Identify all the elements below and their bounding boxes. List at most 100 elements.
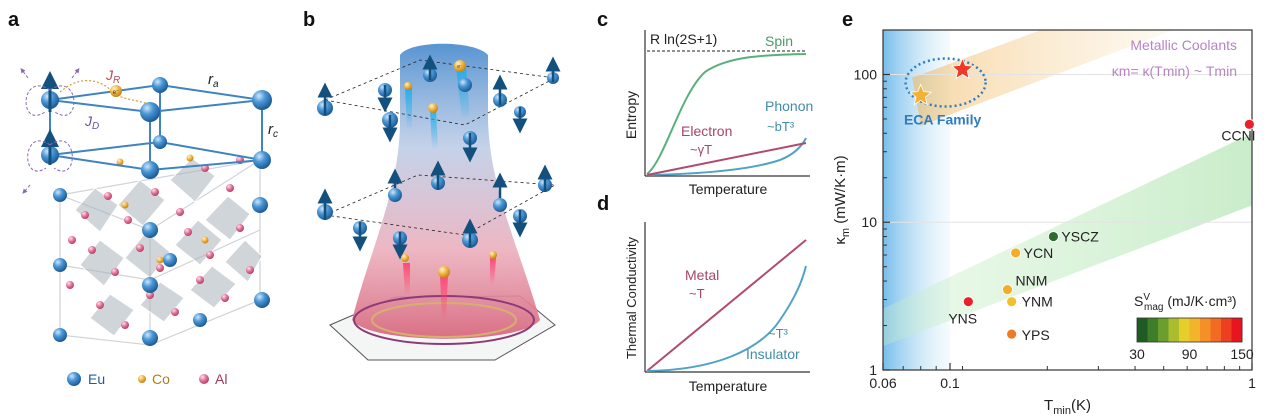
phonon-curve: [646, 137, 807, 176]
metallic-coolants-title: Metallic Coolants: [1130, 37, 1237, 53]
point-label-yps: YPS: [1022, 327, 1050, 343]
conductivity-ylabel: Thermal Conductivity: [624, 236, 639, 359]
legend-eu-label: Eu: [88, 371, 105, 387]
colorbar-swatch: [1147, 318, 1159, 342]
data-point-nnm: [1002, 284, 1013, 296]
panel-b: b: [303, 9, 561, 361]
insulator-label: Insulator: [746, 346, 800, 362]
y-tick-label-0: 1: [869, 362, 877, 378]
data-point-ccni: [1243, 118, 1255, 130]
electron-symbol: e⁻: [113, 90, 120, 96]
conductivity-xlabel: Temperature: [689, 378, 768, 394]
kappa-chart: 1 10 100 0.06 0.1 1 Tmin(K) κm (mW/K·m) Metallic…: [832, 29, 1256, 416]
panel-c: c Entropy Temperature R ln(2S+1) Spin Ph…: [597, 9, 813, 197]
panel-d-letter: d: [597, 193, 609, 215]
panel-a-letter: a: [8, 9, 20, 31]
metal-law: ~T: [689, 286, 705, 301]
colorbar-swatch: [1168, 318, 1180, 342]
data-point-ycn: [1010, 247, 1022, 259]
colorbar-swatch: [1210, 318, 1222, 342]
colorbar-swatch: [1179, 318, 1190, 342]
y-tick-label-2: 100: [854, 66, 878, 82]
point-label-ccni: CCNI: [1221, 127, 1255, 143]
eca-family-ellipse: [904, 57, 987, 108]
panel-d: d Thermal Conductivity Temperature Metal…: [597, 193, 810, 394]
electron-label: Electron: [681, 123, 732, 139]
phonon-law: ~bT³: [767, 119, 795, 134]
data-point-yns: [962, 296, 974, 308]
legend-eu-swatch: [67, 372, 81, 386]
unit-cell: [49, 83, 263, 172]
phonon-label: Phonon: [765, 98, 813, 114]
colorbar-swatch: [1200, 318, 1211, 342]
electron-law: ~γT: [690, 142, 712, 157]
data-point-yscz: [1048, 231, 1059, 242]
point-label-ynm: YNM: [1022, 294, 1053, 310]
point-label-yns: YNS: [948, 311, 977, 327]
co-atoms: [116, 154, 209, 264]
colorbar-tick-0: 30: [1129, 346, 1145, 362]
spin-label: Spin: [765, 33, 793, 49]
x-tick-label-1: 0.1: [940, 375, 960, 391]
electron-symbol-b: e⁻: [457, 64, 463, 70]
entropy-xlabel: Temperature: [689, 181, 768, 197]
y-axis-title: κm (mW/K·m): [832, 155, 852, 244]
legend-co-swatch: [138, 375, 146, 383]
electrons-b: [401, 60, 497, 278]
point-label-ycn: YCN: [1024, 245, 1054, 261]
panel-b-letter: b: [303, 9, 315, 31]
metal-curve: [646, 239, 807, 372]
insulator-law: ~T³: [768, 326, 789, 341]
colorbar-label: SV mag (mJ/K·cm³): [1134, 292, 1237, 313]
colorbar-swatch: [1221, 318, 1232, 342]
electron-beams: [403, 66, 496, 320]
octahedra: [74, 157, 263, 337]
metal-label: Metal: [685, 267, 719, 283]
label-jr: JR: [105, 67, 120, 86]
label-jd: JD: [84, 113, 99, 132]
insulator-trend-band: [883, 133, 1252, 347]
eu-atoms: [41, 77, 272, 346]
metallic-trend-band: [912, 30, 1174, 126]
colorbar-swatch: [1137, 318, 1148, 342]
panel-a: a: [8, 9, 278, 387]
electron-curve: [646, 142, 807, 176]
saturation-label: R ln(2S+1): [650, 31, 717, 47]
y-tick-label-1: 10: [861, 214, 877, 230]
spin-arrows-b: [317, 54, 561, 260]
data-point-star-0: [909, 83, 933, 106]
data-point-star-1: [951, 57, 974, 80]
panel-e-letter: e: [842, 9, 853, 31]
colorbar-swatch: [1158, 318, 1169, 342]
label-rc: rc: [268, 121, 278, 140]
spin-layers: [323, 59, 557, 236]
data-point-ynm: [1006, 296, 1018, 308]
x-axis-title: Tmin(K): [1044, 397, 1091, 416]
electron-marker: [110, 85, 122, 97]
point-label-yscz: YSCZ: [1061, 229, 1099, 245]
point-label-nnm: NNM: [1015, 273, 1047, 289]
atom-legend: Eu Co Al: [67, 371, 227, 387]
dipole-field: [20, 68, 80, 194]
legend-al-swatch: [199, 374, 209, 384]
x-tick-label-0: 0.06: [869, 375, 896, 391]
insulator-curve: [646, 265, 807, 372]
colorbar-tick-1: 90: [1182, 346, 1198, 362]
x-tick-label-2: 1: [1248, 375, 1256, 391]
colorbar-swatch: [1189, 318, 1201, 342]
al-atoms: [66, 156, 254, 329]
eca-family-label: ECA Family: [904, 112, 981, 128]
legend-co-label: Co: [152, 371, 170, 387]
data-point-yps: [1006, 328, 1018, 340]
colorbar-swatch: [1231, 318, 1243, 342]
panel-e: e 1 10 100 0.06 0.1 1 Tmin(K) κm (mW/K·m) Metall…: [832, 9, 1256, 416]
colorbar-frame: [1136, 317, 1243, 343]
plot-frame: [882, 29, 1253, 371]
entropy-ylabel: Entropy: [623, 91, 639, 139]
spin-curve: [646, 53, 807, 175]
legend-al-label: Al: [215, 371, 227, 387]
label-ra: ra: [208, 71, 219, 90]
panel-c-letter: c: [597, 9, 608, 31]
colorbar-tick-2: 150: [1230, 346, 1254, 362]
